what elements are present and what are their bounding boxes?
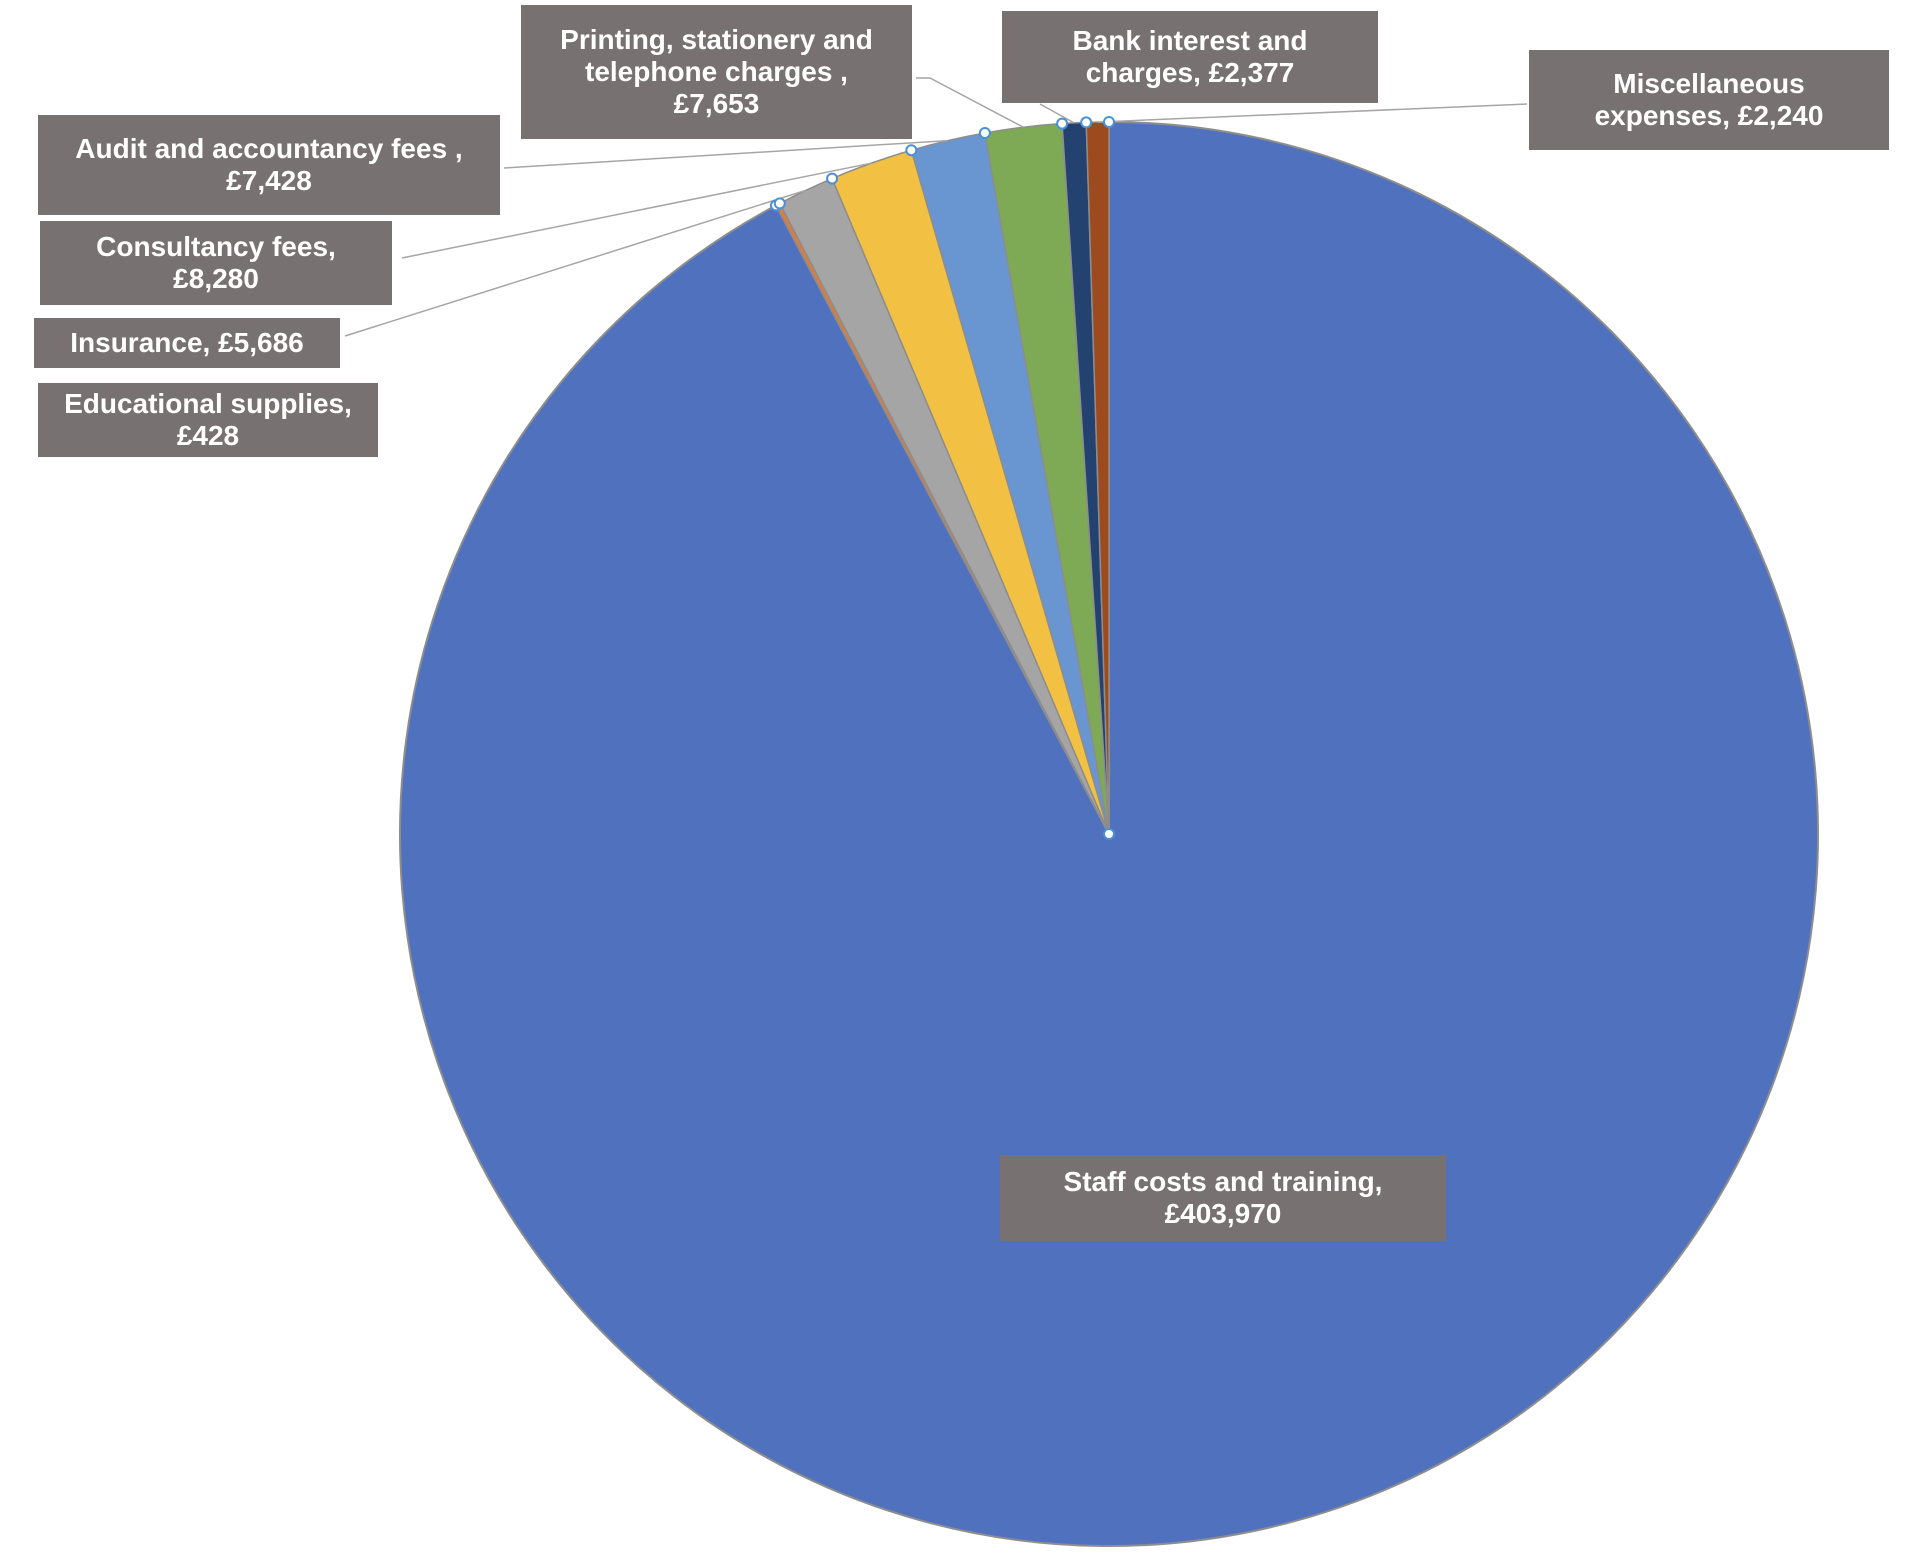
- label-audit-fees: Audit and accountancy fees , £7,428: [38, 115, 500, 215]
- selection-handle-7[interactable]: [1103, 116, 1115, 128]
- label-bank-interest: Bank interest and charges, £2,377: [1002, 11, 1378, 103]
- selection-handle-6[interactable]: [1080, 116, 1093, 129]
- label-insurance: Insurance, £5,686: [34, 318, 340, 368]
- selection-handle-5[interactable]: [1056, 117, 1069, 130]
- selection-handle-1[interactable]: [773, 197, 786, 210]
- selection-handle-4[interactable]: [978, 127, 991, 139]
- leader-bank-interest: [1039, 103, 1075, 124]
- label-educational-supplies: Educational supplies, £428: [38, 383, 378, 457]
- selection-handle-center[interactable]: [1103, 828, 1115, 840]
- leader-miscellaneous: [1097, 103, 1528, 123]
- selection-handle-3[interactable]: [905, 144, 918, 157]
- leader-printing-stationery: [916, 77, 1024, 128]
- leader-consultancy-fees: [401, 162, 872, 259]
- label-consultancy-fees: Consultancy fees, £8,280: [40, 221, 392, 305]
- label-miscellaneous: Miscellaneous expenses, £2,240: [1529, 50, 1889, 150]
- leader-insurance: [344, 189, 806, 337]
- label-printing-stationery: Printing, stationery and telephone charg…: [521, 5, 912, 139]
- selection-handle-2[interactable]: [826, 172, 839, 185]
- label-staff-costs: Staff costs and training, £403,970: [1000, 1155, 1446, 1241]
- leader-audit-fees: [503, 139, 948, 169]
